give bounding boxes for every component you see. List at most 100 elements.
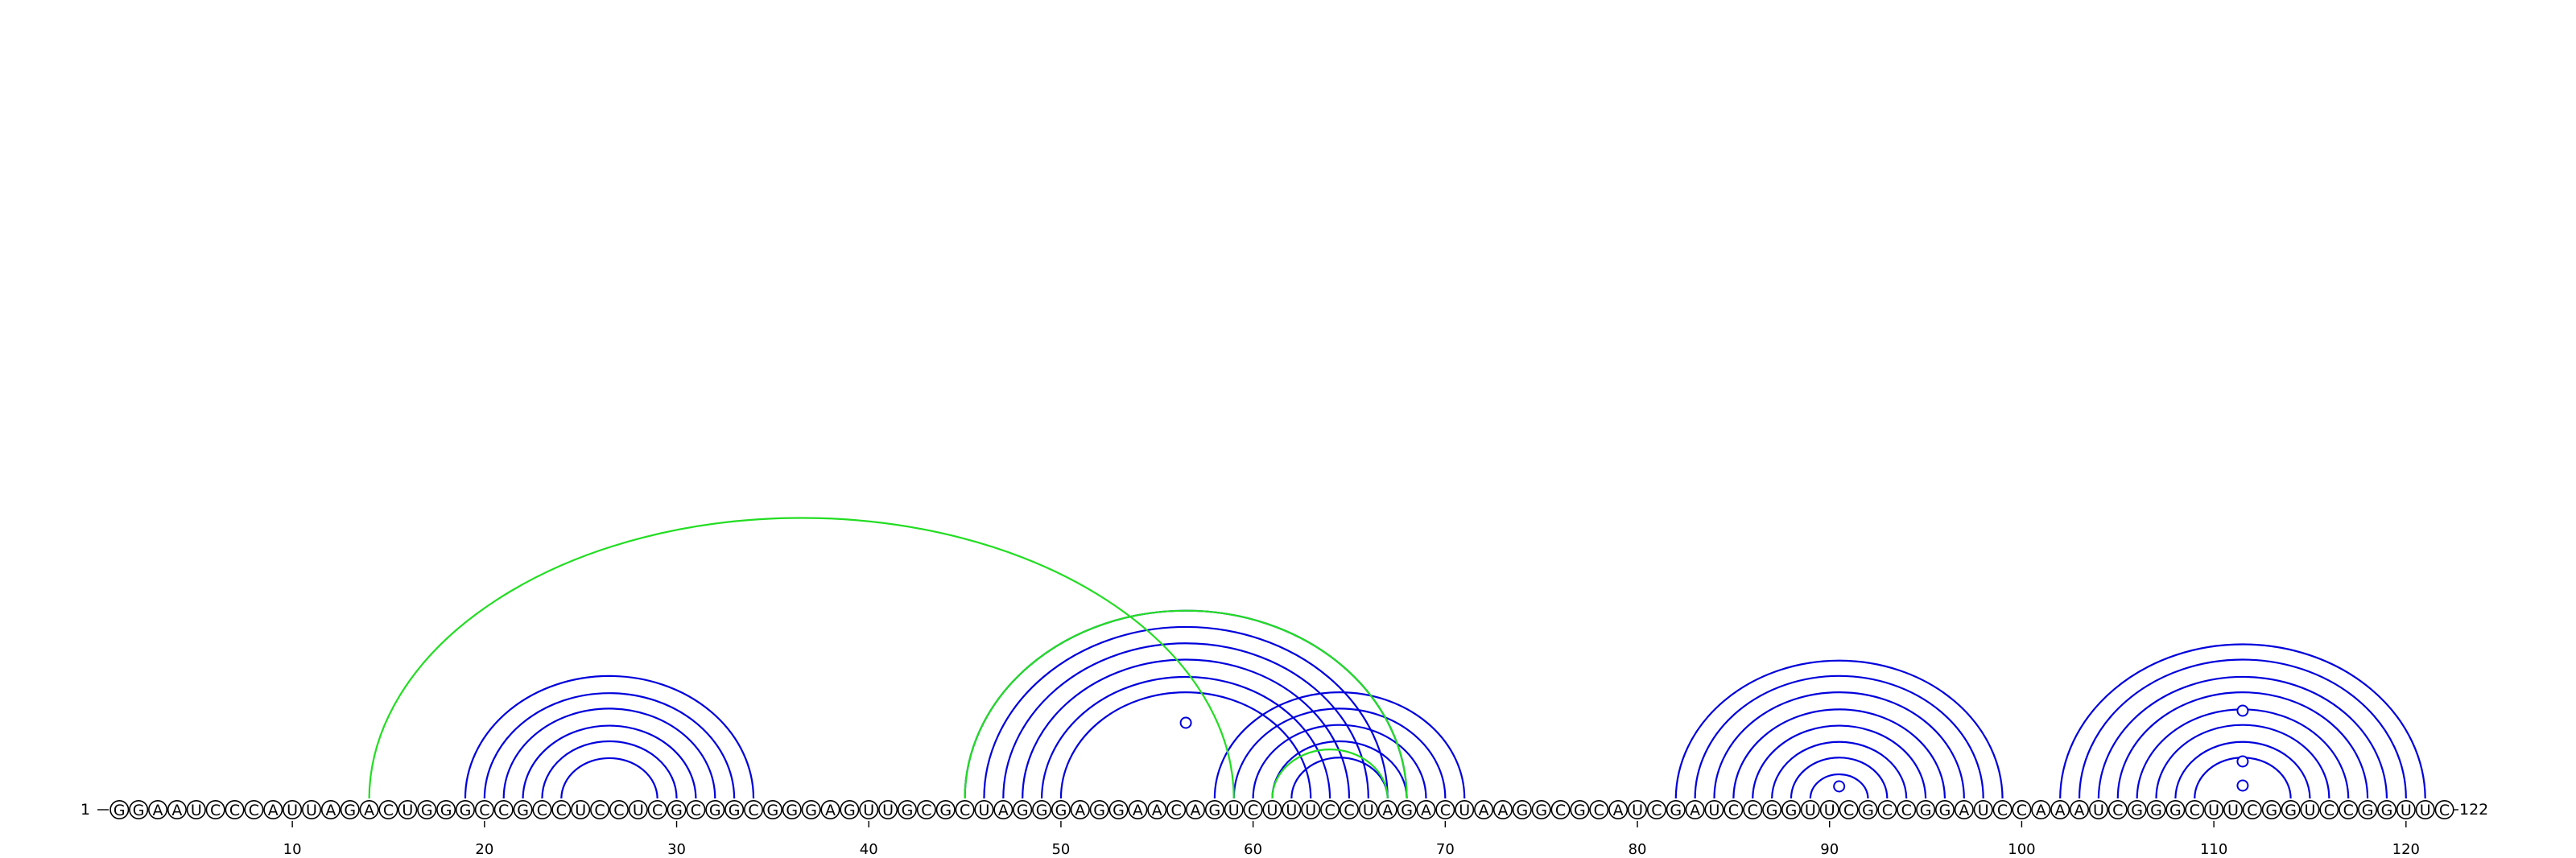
nucleotide-letter: U <box>882 802 894 819</box>
nucleotide: A <box>821 801 839 819</box>
nucleotide-letter: C <box>2439 802 2450 819</box>
nucleotide-letter: C <box>537 802 547 819</box>
nucleotide: U <box>1705 801 1723 819</box>
nucleotide: G <box>1667 801 1685 819</box>
nucleotide-letter: U <box>1709 802 1720 819</box>
nucleotide-letter: G <box>1920 802 1932 819</box>
nucleotide-letter: G <box>460 802 472 819</box>
nucleotide: C <box>918 801 935 819</box>
axis-tick-label: 110 <box>2200 841 2227 858</box>
nucleotide: C <box>1744 801 1761 819</box>
nucleotide: C <box>687 801 704 819</box>
nucleotide-letter: U <box>978 802 989 819</box>
nucleotide: C <box>1340 801 1358 819</box>
nucleotide: G <box>1532 801 1550 819</box>
base-pair-arc <box>523 726 696 798</box>
nucleotide-letter: C <box>2343 802 2354 819</box>
nucleotide-letter: G <box>1113 802 1125 819</box>
axis-tick-label: 90 <box>1820 841 1839 858</box>
nucleotide: C <box>1839 801 1857 819</box>
nucleotide-letter: G <box>440 802 452 819</box>
nucleotide: G <box>1513 801 1531 819</box>
loop-marker <box>2237 757 2248 767</box>
base-pair-arc <box>1291 757 1387 798</box>
nucleotide: G <box>840 801 858 819</box>
nucleotide: C <box>225 801 243 819</box>
nucleotide-letter: G <box>2131 802 2143 819</box>
nucleotide: G <box>1013 801 1031 819</box>
nucleotide: U <box>2301 801 2318 819</box>
nucleotide: A <box>2051 801 2069 819</box>
nucleotide: A <box>1475 801 1492 819</box>
nucleotide: U <box>1225 801 1243 819</box>
nucleotide-letter: C <box>249 802 259 819</box>
nucleotide: C <box>1724 801 1742 819</box>
nucleotide-letter: G <box>1670 802 1682 819</box>
nucleotide-letter: C <box>1882 802 1893 819</box>
nucleotide: G <box>1917 801 1934 819</box>
nucleotide: C <box>1993 801 2011 819</box>
nucleotide-letter: A <box>364 802 374 819</box>
nucleotide: U <box>1629 801 1646 819</box>
nucleotide-letter: G <box>1766 802 1778 819</box>
nucleotide: G <box>2128 801 2145 819</box>
nucleotide-letter: C <box>960 802 970 819</box>
nucleotide: G <box>706 801 724 819</box>
nucleotide: A <box>168 801 186 819</box>
nucleotide: G <box>2378 801 2396 819</box>
nucleotide-letter: A <box>325 802 336 819</box>
nucleotide-letter: G <box>939 802 952 819</box>
nucleotide: U <box>398 801 416 819</box>
base-pair-arc <box>2060 645 2425 798</box>
nucleotide: U <box>188 801 205 819</box>
nucleotide-letter: G <box>114 802 126 819</box>
nucleotide: G <box>725 801 743 819</box>
nucleotide-letter: A <box>2036 802 2046 819</box>
nucleotide-letter: C <box>594 802 605 819</box>
nucleotide-letter: G <box>1862 802 1874 819</box>
nucleotide: U <box>303 801 320 819</box>
nucleotide-letter: A <box>2055 802 2066 819</box>
nucleotide: A <box>1609 801 1627 819</box>
nucleotide-letter: G <box>2285 802 2297 819</box>
nucleotide-letter: G <box>1036 802 1048 819</box>
nucleotide-letter: G <box>1401 802 1413 819</box>
nucleotide-letter: G <box>671 802 683 819</box>
pseudoknot-arc <box>965 611 1407 798</box>
nucleotide: G <box>130 801 147 819</box>
nucleotide: U <box>1974 801 1992 819</box>
nucleotide: C <box>2109 801 2127 819</box>
nucleotide-letter: C <box>498 802 509 819</box>
nucleotide: C <box>379 801 397 819</box>
nucleotide: C <box>2013 801 2030 819</box>
nucleotide-letter: A <box>1613 802 1624 819</box>
axis-tick-label: 20 <box>475 841 493 858</box>
nucleotide: A <box>149 801 167 819</box>
nucleotide: C <box>533 801 551 819</box>
nucleotide: U <box>2224 801 2242 819</box>
nucleotide: G <box>1033 801 1051 819</box>
nucleotide: G <box>418 801 436 819</box>
nucleotide-letter: C <box>1440 802 1451 819</box>
end-index-label: 122 <box>2459 801 2488 819</box>
nucleotide-letter: G <box>517 802 529 819</box>
nucleotide-letter: C <box>921 802 931 819</box>
nucleotide-letter: C <box>210 802 221 819</box>
nucleotide: C <box>1436 801 1454 819</box>
nucleotide: U <box>975 801 993 819</box>
nucleotide: C <box>956 801 973 819</box>
nucleotide-letter: U <box>2093 802 2104 819</box>
axis-tick-label: 80 <box>1629 841 1647 858</box>
nucleotide: C <box>1551 801 1569 819</box>
nucleotide: C <box>1590 801 1608 819</box>
nucleotide-letter: C <box>1843 802 1854 819</box>
loop-marker <box>1181 718 1191 728</box>
nucleotide: U <box>572 801 589 819</box>
nucleotide-letter: A <box>1959 802 1969 819</box>
nucleotide-letter: A <box>1133 802 1143 819</box>
nucleotide: G <box>2147 801 2165 819</box>
nucleotide: G <box>667 801 685 819</box>
nucleotide-letter: A <box>2074 802 2085 819</box>
